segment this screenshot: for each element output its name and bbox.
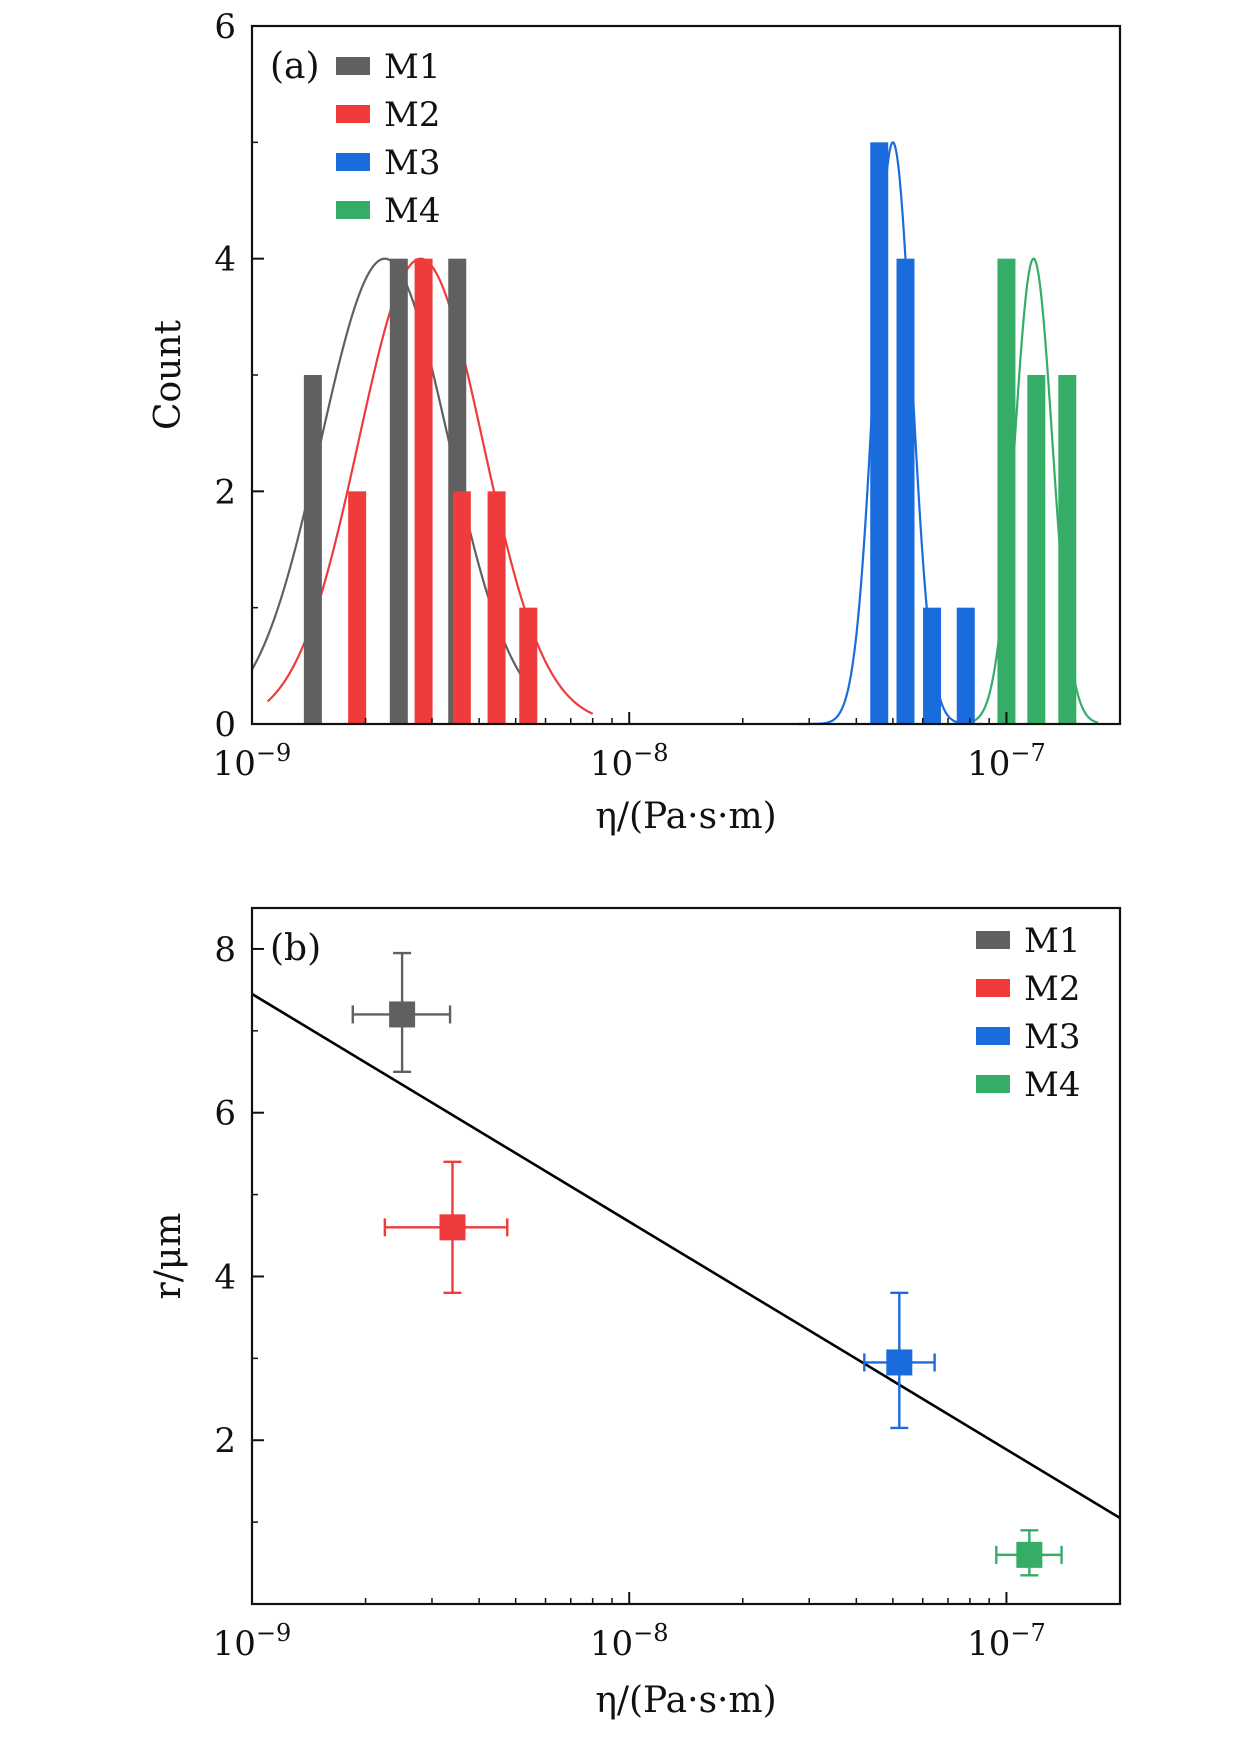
bar-m2 (452, 491, 471, 724)
bar-m3 (956, 607, 975, 724)
legend-label-m2: M2 (1024, 969, 1080, 1009)
legend-label-m1: M1 (1024, 921, 1080, 961)
plot-frame (250, 24, 1122, 726)
x-axis-title: η/(Pa·s·m) (595, 1680, 776, 1721)
bar-m1 (389, 258, 408, 724)
fit-line (251, 992, 1121, 1520)
fit-curve-m3 (797, 141, 982, 726)
legend-swatch-m1 (976, 931, 1010, 949)
panel-label: (a) (270, 46, 320, 87)
y-tick-label: 4 (214, 1257, 236, 1297)
bar-m3 (923, 607, 942, 724)
y-tick-label: 6 (214, 1094, 236, 1134)
x-tick-label: 10−8 (590, 739, 669, 784)
data-point-m1 (389, 1001, 416, 1028)
y-tick-label: 2 (214, 472, 236, 512)
y-tick-label: 8 (214, 930, 236, 970)
data-point-m2 (439, 1214, 466, 1241)
legend-swatch-m4 (336, 201, 370, 219)
bar-m4 (997, 258, 1016, 724)
bar-m3 (896, 258, 915, 724)
x-tick-label: 10−9 (213, 739, 292, 784)
bar-m2 (414, 258, 433, 724)
y-tick-label: 6 (214, 7, 236, 47)
legend-label-m2: M2 (384, 95, 440, 135)
bar-m3 (870, 142, 889, 725)
bar-m2 (348, 491, 367, 724)
data-point-m3 (886, 1349, 913, 1376)
legend-label-m3: M3 (384, 143, 440, 183)
y-axis-title: r/μm (148, 1213, 189, 1300)
y-tick-label: 0 (214, 705, 236, 745)
legend-swatch-m2 (336, 105, 370, 123)
x-axis-title: η/(Pa·s·m) (595, 796, 776, 837)
y-tick-label: 4 (214, 240, 236, 280)
legend-label-m4: M4 (384, 191, 440, 231)
bar-m2 (487, 491, 506, 724)
plot-frame (250, 906, 1122, 1606)
panel-a-histogram: 10−9 10−8 10−7 0 2 4 6 η/(Pa·s·m) Count (a) M1 M2 M3… (148, 7, 1122, 837)
legend-swatch-m4 (976, 1075, 1010, 1093)
legend-swatch-m3 (976, 1027, 1010, 1045)
bar-m2 (519, 607, 538, 724)
legend-swatch-m2 (976, 979, 1010, 997)
legend-swatch-m3 (336, 153, 370, 171)
legend-label-m4: M4 (1024, 1065, 1080, 1105)
x-tick-label: 10−9 (213, 1619, 292, 1664)
bar-m4 (1058, 375, 1077, 724)
x-tick-label: 10−7 (967, 1619, 1046, 1664)
y-axis-title: Count (148, 319, 189, 430)
y-tick-label: 2 (214, 1421, 236, 1461)
legend-label-m3: M3 (1024, 1017, 1080, 1057)
legend-label-m1: M1 (384, 47, 440, 87)
legend-swatch-m1 (336, 57, 370, 75)
bar-m4 (1027, 375, 1046, 724)
data-point-m4 (1016, 1541, 1043, 1568)
bar-m1 (303, 375, 322, 724)
panel-label: (b) (270, 928, 321, 969)
x-tick-label: 10−8 (590, 1619, 669, 1664)
x-tick-label: 10−7 (967, 739, 1046, 784)
panel-b-scatter: 10−9 10−8 10−7 2 4 6 8 η/(Pa·s·m) r/μm (b) M1 M2 M3 M… (148, 906, 1122, 1721)
fit-curve-m1 (251, 257, 524, 678)
